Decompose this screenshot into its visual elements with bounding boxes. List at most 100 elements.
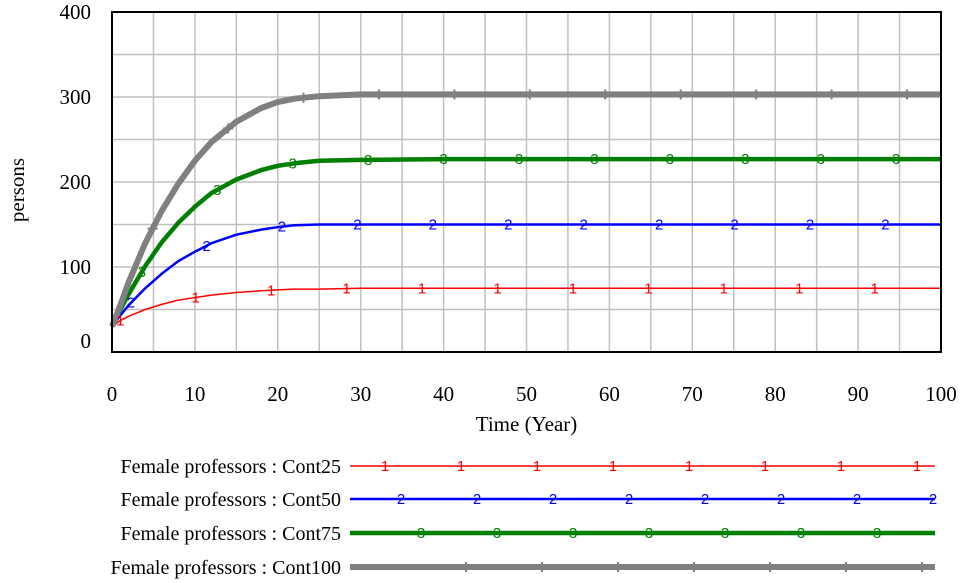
series-lines: [109, 91, 941, 328]
y-tick-label: 400: [60, 0, 92, 24]
series-marker-4: [298, 92, 309, 103]
series-marker-3: 3: [364, 152, 372, 169]
legend-marker-4: [461, 562, 471, 572]
x-tick-label: 90: [848, 382, 869, 406]
legend-marker-4: [917, 562, 927, 572]
legend-marker-1: 1: [457, 458, 465, 475]
series-marker-2: 2: [127, 295, 135, 312]
series-marker-3: 3: [741, 151, 749, 168]
legend-marker-1: 1: [609, 458, 617, 475]
series-marker-3: 3: [439, 151, 447, 168]
x-tick-label: 20: [267, 382, 288, 406]
series-line-3: [109, 156, 941, 328]
series-marker-2: 2: [429, 217, 437, 234]
legend-label: Female professors : Cont25: [120, 456, 341, 478]
y-tick-label: 300: [60, 85, 92, 109]
series-marker-4: [147, 223, 158, 234]
series-marker-4: [449, 89, 460, 100]
legend-marker-3: 3: [721, 525, 729, 542]
series-marker-2: 2: [580, 217, 588, 234]
legend-marker-3: 3: [873, 525, 881, 542]
legend-marker-2: 2: [701, 491, 709, 508]
y-tick-labels: 0 100 200 300 400: [60, 0, 92, 353]
series-marker-2: 2: [655, 217, 663, 234]
x-tick-label: 30: [350, 382, 371, 406]
legend-marker-4: [765, 562, 775, 572]
legend-marker-2: 2: [929, 491, 937, 508]
legend-marker-2: 2: [473, 491, 481, 508]
legend-label: Female professors : Cont75: [120, 523, 341, 545]
y-axis-title: persons: [5, 158, 29, 222]
legend-label: Female professors : Cont50: [120, 489, 341, 511]
legend-marker-1: 1: [381, 458, 389, 475]
series-marker-2: 2: [504, 217, 512, 234]
y-tick-label: 100: [60, 255, 92, 279]
plot-frame: [111, 11, 942, 353]
legend-marker-3: 3: [493, 525, 501, 542]
series-marker-2: 2: [730, 217, 738, 234]
legend-marker-3: 3: [797, 525, 805, 542]
series-marker-1: 1: [871, 280, 879, 297]
series-marker-3: 3: [892, 151, 900, 168]
series-marker-2: 2: [881, 217, 889, 234]
series-marker-3: 3: [138, 264, 146, 281]
series-marker-4: [902, 89, 913, 100]
legend-label: Female professors : Cont100: [110, 557, 341, 579]
x-tick-labels: 0 10 20 30 40 50 60 70 80 90 100: [107, 382, 957, 406]
legend-marker-2: 2: [777, 491, 785, 508]
x-tick-label: 100: [925, 382, 957, 406]
legend-marker-1: 1: [533, 458, 541, 475]
series-marker-4: [751, 89, 762, 100]
x-tick-label: 50: [516, 382, 537, 406]
x-tick-label: 40: [433, 382, 454, 406]
series-marker-2: 2: [806, 217, 814, 234]
series-marker-1: 1: [795, 280, 803, 297]
series-line-4: [109, 91, 941, 328]
x-tick-label: 80: [765, 382, 786, 406]
series-marker-3: 3: [590, 151, 598, 168]
legend-marker-4: [689, 562, 699, 572]
x-axis-title: Time (Year): [476, 412, 578, 436]
legend: Female professors : Cont25 1 1 1 1 1 1 1 1 Female…: [110, 456, 937, 579]
legend-marker-1: 1: [837, 458, 845, 475]
x-tick-label: 60: [599, 382, 620, 406]
x-tick-label: 0: [107, 382, 118, 406]
series-marker-4: [223, 123, 234, 134]
series-marker-3: 3: [515, 151, 523, 168]
series-marker-1: 1: [267, 282, 275, 299]
x-tick-label: 70: [682, 382, 703, 406]
series-marker-1: 1: [493, 280, 501, 297]
series-marker-3: 3: [666, 151, 674, 168]
series-marker-3: 3: [213, 182, 221, 199]
series-marker-1: 1: [192, 289, 200, 306]
legend-marker-1: 1: [761, 458, 769, 475]
legend-marker-2: 2: [397, 491, 405, 508]
legend-marker-2: 2: [625, 491, 633, 508]
legend-marker-2: 2: [853, 491, 861, 508]
series-marker-4: [524, 89, 535, 100]
legend-marker-3: 3: [417, 525, 425, 542]
series-line-2: [110, 223, 941, 328]
series-marker-1: 1: [342, 281, 350, 298]
series-marker-1: 1: [644, 280, 652, 297]
series-marker-2: 2: [278, 219, 286, 236]
y-tick-label: 200: [60, 170, 92, 194]
series-marker-1: 1: [569, 280, 577, 297]
y-tick-label: 0: [81, 329, 92, 353]
legend-marker-4: [841, 562, 851, 572]
legend-marker-3: 3: [569, 525, 577, 542]
series-marker-4: [826, 89, 837, 100]
series-line-1: [111, 287, 941, 328]
series-marker-1: 1: [720, 280, 728, 297]
series-marker-1: 1: [116, 313, 124, 330]
series-marker-1: 1: [418, 280, 426, 297]
series-marker-4: [675, 89, 686, 100]
series-marker-3: 3: [289, 156, 297, 173]
series-marker-4: [373, 89, 384, 100]
series-marker-3: 3: [817, 151, 825, 168]
series-marker-4: [600, 89, 611, 100]
legend-marker-3: 3: [645, 525, 653, 542]
legend-marker-2: 2: [549, 491, 557, 508]
